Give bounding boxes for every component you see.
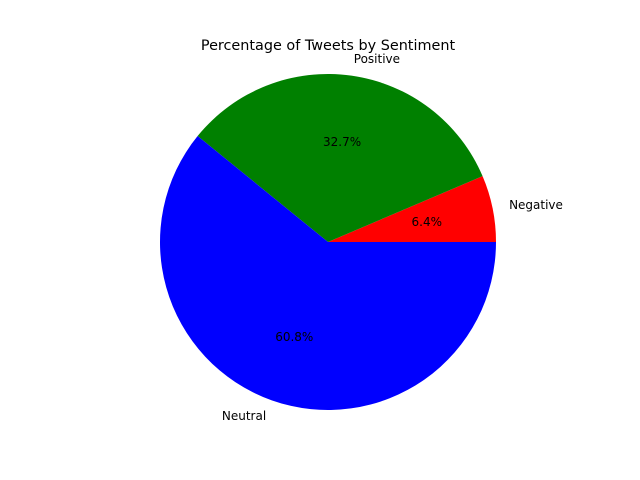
pie-labels: Negative 6.4% Positive 32.7% Neutral 60.8% bbox=[222, 52, 563, 423]
pie-slice-neutral bbox=[159, 136, 497, 411]
pie-slice-negative bbox=[328, 176, 496, 242]
pct-label-negative: 6.4% bbox=[412, 215, 443, 229]
slice-label-negative: Negative bbox=[509, 198, 563, 212]
pct-label-positive: 32.7% bbox=[323, 135, 361, 149]
slice-label-positive: Positive bbox=[354, 52, 400, 66]
pie-slice-positive bbox=[197, 73, 483, 242]
chart-title: Percentage of Tweets by Sentiment bbox=[201, 38, 456, 54]
pie-slices bbox=[159, 73, 497, 411]
slice-label-neutral: Neutral bbox=[222, 409, 266, 423]
pct-label-neutral: 60.8% bbox=[275, 330, 313, 344]
